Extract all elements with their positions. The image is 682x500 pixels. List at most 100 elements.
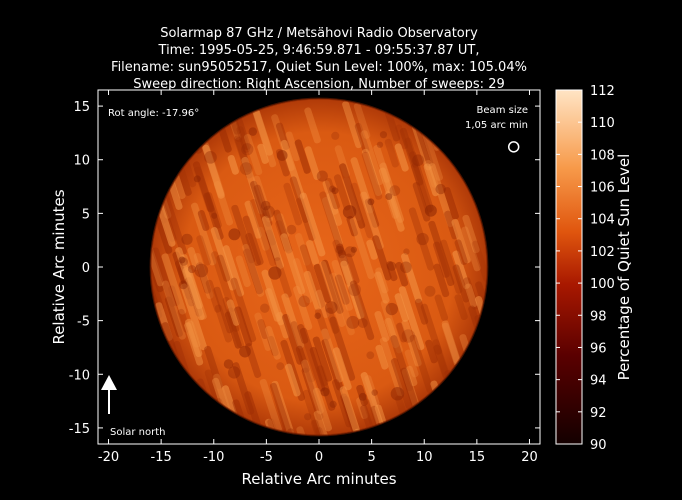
sweep-streak — [398, 286, 425, 351]
colorbar-label: Percentage of Quiet Sun Level — [615, 154, 633, 381]
brightness-spot — [342, 205, 357, 219]
brightness-spot — [424, 204, 437, 217]
sweep-streak — [222, 245, 245, 297]
sweep-streak — [349, 280, 375, 341]
sweep-streak — [332, 347, 352, 391]
sweep-streak — [293, 285, 313, 331]
sweep-streak — [313, 263, 332, 303]
sweep-streak — [150, 248, 164, 293]
beam-size-label: Beam size 1,05 arc min — [465, 105, 528, 131]
sweep-streak — [160, 189, 187, 255]
sweep-streak — [432, 339, 451, 380]
sweep-streak — [265, 288, 281, 322]
brightness-spot — [367, 198, 375, 206]
sweep-streak — [285, 131, 301, 162]
sweep-streak — [254, 312, 272, 351]
sweep-streak — [150, 264, 165, 311]
sweep-streak — [378, 167, 405, 232]
sweep-streak — [383, 105, 401, 142]
sweep-streak — [276, 213, 290, 238]
title-line-1: Solarmap 87 GHz / Metsähovi Radio Observ… — [160, 26, 478, 41]
sweep-streak — [230, 277, 257, 343]
sweep-streak — [390, 358, 413, 410]
sweep-streak — [204, 345, 223, 389]
title-line-4: Sweep direction: Right Ascension, Number… — [133, 77, 505, 92]
colorbar-tick-label: 112 — [590, 84, 615, 99]
x-tick-label: 10 — [416, 450, 433, 465]
sweep-streak — [190, 202, 217, 266]
sweep-streak — [443, 187, 459, 220]
sweep-streak — [439, 239, 463, 294]
sweep-streak — [324, 177, 340, 210]
sweep-streak — [423, 163, 440, 197]
x-tick-label: 5 — [367, 450, 375, 465]
sweep-streak — [333, 174, 351, 211]
sweep-streak — [379, 337, 404, 397]
beam-size-label-line-2: 1,05 arc min — [465, 120, 528, 131]
colorbar-ticks: 90 92 94 96 98 100 102 104 106 108 110 112 — [556, 84, 615, 453]
sweep-streak — [211, 251, 236, 312]
sweep-streak — [471, 240, 488, 282]
sweep-streak — [243, 248, 264, 295]
sweep-streak — [180, 283, 207, 351]
sweep-streak — [331, 259, 353, 311]
brightness-spot — [314, 312, 321, 319]
sweep-streak — [242, 215, 264, 266]
sweep-streak — [360, 191, 384, 250]
sweep-streak — [364, 375, 380, 407]
x-tick-label: 0 — [315, 450, 323, 465]
sweep-streak — [226, 299, 241, 326]
brightness-spot — [276, 362, 285, 371]
sweep-streak — [433, 344, 450, 379]
sweep-streak — [193, 252, 214, 299]
sweep-streak — [394, 293, 409, 322]
x-tick-label: 20 — [521, 450, 538, 465]
sweep-streak — [356, 397, 369, 420]
sweep-streak — [454, 294, 468, 321]
y-axis-ticks: -15 -10 -5 0 5 10 15 — [69, 100, 540, 437]
y-tick-label: 0 — [82, 261, 90, 276]
colorbar-tick-label: 102 — [590, 245, 615, 260]
sweep-streak — [433, 263, 450, 298]
solar-north-label: Solar north — [110, 427, 166, 438]
sweep-streak — [339, 254, 365, 319]
sweep-streak — [244, 200, 262, 239]
x-axis-label: Relative Arc minutes — [241, 470, 396, 488]
colorbar — [555, 89, 583, 445]
sweep-streak — [420, 303, 443, 355]
sweep-streak — [325, 307, 340, 334]
brightness-spot — [424, 285, 436, 297]
sweep-streak — [256, 226, 270, 251]
sweep-streak — [235, 118, 251, 150]
brightness-spot — [403, 248, 410, 255]
brightness-spot — [400, 261, 412, 274]
sweep-streak — [452, 250, 470, 290]
colorbar-tick-label: 98 — [590, 309, 607, 324]
sweep-streak — [395, 124, 409, 150]
sweep-streak — [294, 233, 311, 266]
sweep-streak — [329, 316, 356, 381]
sweep-streak — [321, 338, 344, 391]
sweep-streak — [464, 283, 478, 308]
sweep-streak — [244, 391, 262, 431]
sweep-streak — [360, 130, 384, 186]
sweep-streak — [164, 296, 183, 338]
sweep-streak — [253, 109, 274, 156]
sweep-streak — [322, 180, 343, 226]
sweep-streak — [409, 151, 434, 213]
sweep-streak — [321, 328, 344, 383]
brightness-spot — [316, 170, 328, 182]
sweep-streak — [227, 154, 239, 175]
sweep-streak — [401, 368, 422, 415]
sweep-streak — [434, 294, 449, 322]
sweep-streak — [315, 427, 330, 436]
sweep-streak — [319, 191, 346, 257]
solar-disk-limb — [149, 97, 489, 437]
brightness-spot — [371, 389, 378, 396]
sweep-streak — [451, 218, 471, 264]
colorbar-tick-label: 90 — [590, 438, 607, 453]
sweep-streak — [196, 235, 211, 266]
sweep-streak — [224, 311, 242, 349]
sweep-streak — [386, 261, 398, 282]
